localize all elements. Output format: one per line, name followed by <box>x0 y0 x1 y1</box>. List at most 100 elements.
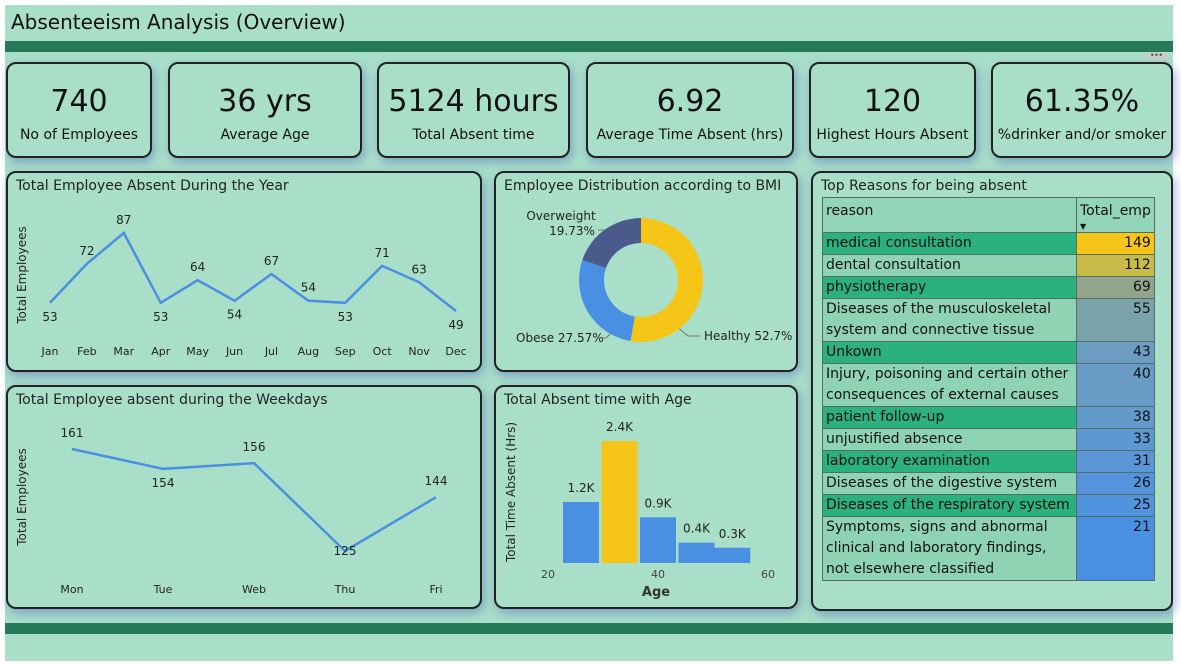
data-label: 54 <box>301 281 316 295</box>
age-bar[interactable] <box>601 441 638 563</box>
table-row[interactable]: laboratory examination 31 <box>822 450 1155 473</box>
data-label: 53 <box>42 310 57 324</box>
total-emp-cell: 55 <box>1076 298 1155 342</box>
footer-band <box>5 623 1173 634</box>
x-tick-label: 60 <box>761 568 775 581</box>
x-tick-label: May <box>186 345 209 358</box>
x-tick-label: Aug <box>298 345 319 358</box>
age-bar[interactable] <box>678 542 715 563</box>
data-label: 53 <box>338 310 353 324</box>
reason-cell: Diseases of the respiratory system <box>822 494 1077 517</box>
kpi-value: 5124 hours <box>388 84 559 119</box>
bar-data-label: 0.4K <box>683 522 711 536</box>
table-row[interactable]: dental consultation 112 <box>822 254 1155 277</box>
kpi-card-employees[interactable]: 740 No of Employees <box>6 62 152 158</box>
age-bar[interactable] <box>640 517 676 563</box>
kpi-card-highest-hours-absent[interactable]: 120 Highest Hours Absent <box>809 62 976 158</box>
page-title: Absenteeism Analysis (Overview) <box>11 10 346 34</box>
table-row[interactable]: Symptoms, signs and abnormal clinical an… <box>822 516 1155 581</box>
reason-cell: unjustified absence <box>822 428 1077 451</box>
data-label: 156 <box>243 440 266 454</box>
reason-cell: Diseases of the musculoskeletal system a… <box>822 298 1077 342</box>
x-tick-label: Web <box>242 583 266 596</box>
kpi-card-average-age[interactable]: 36 yrs Average Age <box>168 62 362 158</box>
column-header-total-emp[interactable]: Total_emp ▼ <box>1076 197 1155 233</box>
top-reasons-table-card[interactable]: Top Reasons for being absent reason Tota… <box>811 171 1173 611</box>
reason-cell: Injury, poisoning and certain other cons… <box>822 363 1077 407</box>
x-tick-label: Mon <box>60 583 83 596</box>
total-emp-cell: 25 <box>1076 494 1155 517</box>
total-emp-cell: 21 <box>1076 516 1155 581</box>
weekday-series-line <box>71 447 437 553</box>
x-tick-label: Nov <box>408 345 430 358</box>
data-label: 67 <box>264 254 279 268</box>
data-label: 154 <box>152 476 175 490</box>
table-row[interactable]: Injury, poisoning and certain other cons… <box>822 363 1155 407</box>
reason-cell: Unkown <box>822 341 1077 364</box>
age-bar[interactable] <box>563 502 599 563</box>
table-row[interactable]: Diseases of the respiratory system 25 <box>822 494 1155 517</box>
bmi-slice-healthy[interactable] <box>630 218 703 342</box>
total-emp-cell: 43 <box>1076 341 1155 364</box>
table-row[interactable]: medical consultation 149 <box>822 232 1155 255</box>
total-emp-cell: 149 <box>1076 232 1155 255</box>
x-tick-label: Thu <box>334 583 356 596</box>
kpi-label: %drinker and/or smoker <box>997 127 1167 143</box>
weekday-absence-chart-card[interactable]: Total Employee absent during the Weekday… <box>6 385 482 609</box>
bmi-slice-overweight[interactable] <box>582 218 641 268</box>
weekday-absence-line-chart: Total Employees 161 Mon 154 Tue 156 Web 125 Thu… <box>15 426 448 596</box>
x-tick-label: 20 <box>541 568 555 581</box>
kpi-label: Total Absent time <box>412 127 535 143</box>
x-tick-label: Mar <box>113 345 134 358</box>
data-label: 63 <box>411 262 426 276</box>
column-header-reason[interactable]: reason <box>822 197 1077 233</box>
chart-title: Total Employee absent during the Weekday… <box>16 392 328 408</box>
sort-descending-icon[interactable]: ▼ <box>1080 222 1087 231</box>
reasons-table: reason Total_emp ▼ medical consultation 14… <box>822 197 1155 581</box>
table-row[interactable]: Diseases of the musculoskeletal system a… <box>822 298 1155 342</box>
table-row[interactable]: patient follow-up 38 <box>822 406 1155 429</box>
bar-data-label: 2.4K <box>606 420 634 434</box>
absent-time-by-age-bar-chart: Total Time Absent (Hrs) Age 1.2K 2.4K 0.9K… <box>504 420 775 600</box>
bmi-label-overweight-value: 19.73% <box>549 224 595 238</box>
reason-cell: Symptoms, signs and abnormal clinical an… <box>822 516 1077 581</box>
total-emp-cell: 112 <box>1076 254 1155 277</box>
kpi-card-average-time-absent[interactable]: 6.92 Average Time Absent (hrs) <box>586 62 794 158</box>
reason-cell: physiotherapy <box>822 276 1077 299</box>
bmi-distribution-chart-card[interactable]: Employee Distribution according to BMI O… <box>494 171 798 372</box>
bar-data-label: 0.3K <box>719 527 747 541</box>
monthly-absence-chart-card[interactable]: Total Employee Absent During the Year To… <box>6 171 482 372</box>
kpi-label: Average Time Absent (hrs) <box>596 127 784 143</box>
bmi-slice-obese[interactable] <box>579 259 635 342</box>
table-row[interactable]: physiotherapy 69 <box>822 276 1155 299</box>
table-row[interactable]: Diseases of the digestive system 26 <box>822 472 1155 495</box>
kpi-value: 120 <box>863 84 922 119</box>
total-emp-cell: 33 <box>1076 428 1155 451</box>
data-label: 144 <box>425 474 448 488</box>
monthly-series-line <box>49 231 457 312</box>
table-title: Top Reasons for being absent <box>821 178 1027 194</box>
age-bar[interactable] <box>714 547 751 563</box>
chart-title: Total Absent time with Age <box>504 392 692 408</box>
absent-time-by-age-chart-card[interactable]: Total Absent time with Age Total Time Ab… <box>494 385 798 609</box>
more-options-icon[interactable]: ••• <box>1146 51 1168 60</box>
total-emp-cell: 31 <box>1076 450 1155 473</box>
kpi-card-total-absent-time[interactable]: 5124 hours Total Absent time <box>377 62 570 158</box>
table-row[interactable]: unjustified absence 33 <box>822 428 1155 451</box>
bmi-label-obese: Obese 27.57% <box>516 331 604 345</box>
x-tick-label: Feb <box>77 345 96 358</box>
kpi-value: 6.92 <box>656 84 724 119</box>
bar-data-label: 0.9K <box>645 496 673 510</box>
table-row[interactable]: Unkown 43 <box>822 341 1155 364</box>
data-label: 54 <box>227 308 242 322</box>
x-axis-label: Age <box>642 585 670 600</box>
x-tick-label: Jul <box>264 345 278 358</box>
monthly-absence-line-chart: Total Employees 53 Jan 72 Feb 87 Mar 53 Apr 64 Ma… <box>15 213 467 358</box>
bmi-label-overweight: Overweight <box>526 209 596 223</box>
bar-data-label: 1.2K <box>568 481 596 495</box>
chart-title: Total Employee Absent During the Year <box>16 178 289 194</box>
kpi-card-drinker-smoker[interactable]: 61.35% %drinker and/or smoker <box>991 62 1173 158</box>
total-emp-cell: 38 <box>1076 406 1155 429</box>
y-axis-label: Total Time Absent (Hrs) <box>504 422 518 563</box>
reason-cell: dental consultation <box>822 254 1077 277</box>
